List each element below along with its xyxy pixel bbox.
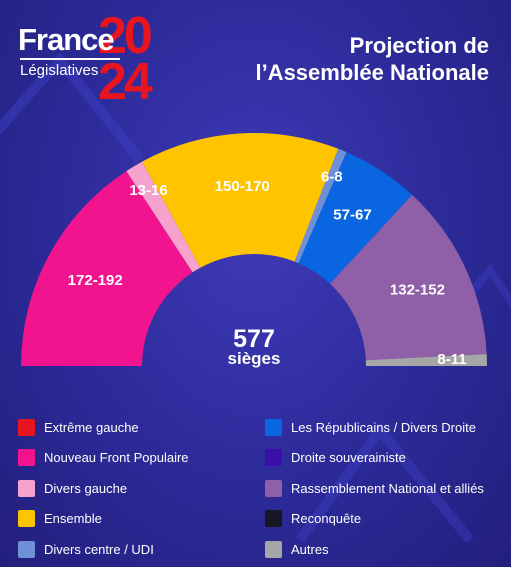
segment-6-8 [294, 148, 347, 264]
chart-title-line2: l’Assemblée Nationale [255, 60, 489, 85]
segment-label: 172-192 [68, 272, 123, 289]
legend-label: Reconquête [291, 511, 362, 527]
legend-item: Droite souverainiste [265, 443, 484, 474]
segment-label: 132-152 [390, 281, 445, 298]
france-legislatives-logo: 20 24 France Législatives [18, 10, 178, 111]
legend-label: Les Républicains / Divers Droite [291, 419, 476, 435]
segment-label: 8-11 [437, 351, 466, 368]
legend-item: Ensemble [18, 504, 189, 535]
legend-label: Autres [291, 541, 329, 557]
segment-57-67 [298, 152, 413, 284]
legend-item: Les Républicains / Divers Droite [265, 412, 484, 443]
legend-swatch [18, 540, 35, 558]
chart-title: Projection de l’Assemblée Nationale [255, 32, 489, 86]
logo-subtitle: Législatives [20, 62, 99, 79]
legend-label: Divers gauche [44, 480, 128, 496]
legend-item: Reconquête [265, 504, 484, 535]
segment-132-152 [330, 194, 487, 361]
segment-150-170 [142, 133, 339, 268]
segment-8-11 [365, 353, 487, 366]
chart-title-line1: Projection de [349, 33, 489, 58]
legend-item: Nouveau Front Populaire [18, 443, 189, 474]
segment-label: 6-8 [321, 168, 343, 185]
legend-swatch [18, 510, 35, 528]
legend-swatch [265, 540, 282, 558]
segments-layer [21, 133, 487, 366]
legend-swatch [265, 510, 282, 528]
legend-item: Rassemblement National et alliés [265, 473, 484, 504]
segment-label: 150-170 [215, 178, 270, 195]
legend-column-right: Les Républicains / Divers Droite Droite … [265, 412, 484, 565]
legend-label: Divers centre / UDI [44, 541, 154, 557]
logo-year-top: 20 [98, 7, 153, 65]
legend-label: Nouveau Front Populaire [44, 450, 189, 466]
legend-swatch [18, 479, 35, 497]
center-total-value: 577 [233, 325, 275, 353]
legend-item: Divers gauche [18, 473, 189, 504]
legend-swatch [265, 479, 282, 497]
segment-label: 13-16 [129, 182, 167, 199]
legend-item: Extrême gauche [18, 412, 189, 443]
legend-label: Ensemble [44, 511, 102, 527]
segment-label: 57-67 [333, 207, 371, 224]
segment-172-192 [21, 171, 193, 366]
segment-13-16 [126, 161, 201, 273]
labels-layer: 172-192 13-16 150-170 6-8 57-67 132-152 8-11 [68, 168, 467, 368]
legend-swatch [18, 449, 35, 467]
center-total-label: sièges [228, 349, 281, 368]
legend-label: Droite souverainiste [291, 450, 406, 466]
legend-swatch [18, 418, 35, 436]
legend-swatch [265, 418, 282, 436]
logo-underline [20, 58, 120, 60]
legend: Extrême gauche Nouveau Front Populaire D… [18, 412, 498, 558]
logo-france: France [18, 22, 115, 57]
legend-item: Autres [265, 534, 484, 565]
logo-year-bottom: 24 [98, 53, 153, 111]
legend-item: Divers centre / UDI [18, 534, 189, 565]
legend-swatch [265, 449, 282, 467]
legend-column-left: Extrême gauche Nouveau Front Populaire D… [18, 412, 189, 565]
legend-label: Extrême gauche [44, 419, 139, 435]
legend-label: Rassemblement National et alliés [291, 480, 484, 496]
